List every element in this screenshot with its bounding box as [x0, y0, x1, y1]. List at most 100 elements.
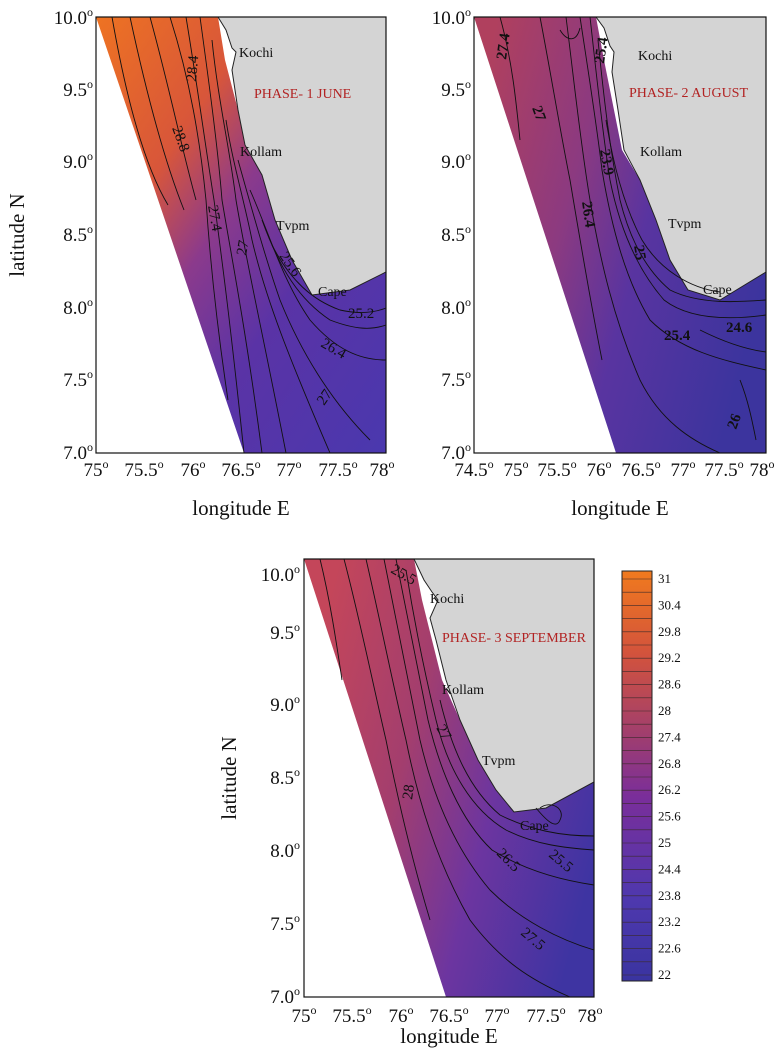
- colorbar-tick-label: 22.6: [658, 941, 681, 956]
- colorbar-tick-label: 25.6: [658, 809, 681, 824]
- y-tick: 9.0: [270, 695, 294, 716]
- y-tick: 10.0: [261, 565, 294, 586]
- svg-text:77.5o: 77.5o: [318, 457, 357, 481]
- svg-text:8.0o: 8.0o: [63, 295, 93, 319]
- place-kollam: Kollam: [640, 145, 682, 160]
- svg-text:7.5o: 7.5o: [63, 367, 93, 391]
- panel-june: Kochi Kollam Tvpm Cape PHASE- 1 JUNE 28.…: [5, 5, 395, 520]
- svg-text:7.5o: 7.5o: [441, 367, 471, 391]
- y-axis-title: latitude N: [5, 193, 29, 276]
- x-tick: 75: [84, 460, 103, 481]
- contour-label: 27.4: [204, 204, 224, 233]
- contour-label: 26.4: [578, 200, 598, 229]
- contour-lines: [499, 16, 767, 454]
- plot-frame: [303, 558, 595, 998]
- contour-label: 26: [725, 411, 745, 431]
- svg-text:75.5o: 75.5o: [537, 457, 576, 481]
- x-tick: 77: [671, 460, 690, 481]
- svg-text:8.0o: 8.0o: [270, 838, 300, 862]
- svg-text:75o: 75o: [292, 1003, 317, 1027]
- y-tick: 7.0: [270, 987, 294, 1008]
- svg-text:77.5o: 77.5o: [526, 1003, 565, 1027]
- x-tick: 75: [504, 460, 523, 481]
- x-tick: 77.5: [318, 460, 351, 481]
- y-tick: 9.0: [63, 152, 87, 173]
- svg-text:77.5o: 77.5o: [704, 457, 743, 481]
- colorbar-tick-label: 26.2: [658, 782, 681, 797]
- colorbar-tick-label: 27.4: [658, 729, 681, 744]
- y-tick: 7.5: [270, 914, 294, 935]
- x-tick: 78: [370, 460, 389, 481]
- svg-text:74.5o: 74.5o: [454, 457, 493, 481]
- x-tick: 77.5: [526, 1006, 559, 1027]
- colorbar: 31 30.4 29.8 29.2 28.6 28 27.4 26.8 26.2 25.6 25 24…: [621, 570, 681, 982]
- y-axis-title: latitude N: [217, 736, 241, 819]
- svg-text:76.5o: 76.5o: [221, 457, 260, 481]
- contour-label: 25.2: [348, 306, 374, 322]
- y-tick: 10.0: [54, 8, 87, 29]
- y-axis-ticks: 7.0o 7.5o 8.0o 8.5o 9.0o 9.5o 10.0o: [432, 5, 471, 464]
- svg-text:9.0o: 9.0o: [63, 149, 93, 173]
- y-tick: 8.0: [63, 298, 87, 319]
- svg-text:77o: 77o: [671, 457, 696, 481]
- y-tick: 8.5: [270, 768, 294, 789]
- svg-text:76o: 76o: [181, 457, 206, 481]
- svg-text:8.5o: 8.5o: [63, 222, 93, 246]
- svg-text:9.0o: 9.0o: [270, 692, 300, 716]
- contour-lines: [319, 558, 595, 998]
- x-axis-ticks: 75o 75.5o 76o 76.5o 77o 77.5o 78o: [292, 1003, 603, 1027]
- phase-label: PHASE- 1 JUNE: [254, 87, 351, 102]
- svg-text:76o: 76o: [587, 457, 612, 481]
- colorbar-tick-label: 25: [658, 835, 671, 850]
- y-tick: 10.0: [432, 8, 465, 29]
- panel-september: Kochi Kollam Tvpm Cape PHASE- 3 SEPTEMBE…: [217, 558, 603, 1048]
- x-tick: 76: [587, 460, 606, 481]
- colorbar-tick-label: 28.6: [658, 677, 681, 692]
- svg-text:78o: 78o: [750, 457, 775, 481]
- place-kochi: Kochi: [430, 592, 464, 607]
- x-axis-title: longitude E: [400, 1024, 497, 1048]
- svg-text:75o: 75o: [84, 457, 109, 481]
- svg-text:77o: 77o: [277, 457, 302, 481]
- sea-region: [96, 17, 386, 453]
- svg-text:10.0o: 10.0o: [261, 562, 300, 586]
- y-tick: 8.0: [441, 298, 465, 319]
- x-tick: 76: [389, 1006, 408, 1027]
- sea-region: [474, 17, 766, 453]
- x-tick: 76.5: [429, 1006, 462, 1027]
- svg-text:10.0o: 10.0o: [432, 5, 471, 29]
- x-axis-ticks: 74.5o 75o 75.5o 76o 76.5o 77o 77.5o 78o: [454, 457, 774, 481]
- contour-label: 27: [528, 104, 548, 124]
- x-tick: 75.5: [332, 1006, 365, 1027]
- colorbar-tick-label: 24.4: [658, 861, 681, 876]
- land-region: [217, 16, 387, 296]
- svg-text:8.0o: 8.0o: [441, 295, 471, 319]
- x-axis-title: longitude E: [192, 496, 289, 520]
- y-tick: 9.5: [270, 623, 294, 644]
- contour-label: 25.4: [592, 36, 612, 65]
- svg-text:9.5o: 9.5o: [441, 77, 471, 101]
- place-tvpm: Tvpm: [482, 754, 516, 769]
- contour-label: 24.6: [726, 320, 753, 336]
- svg-text:78o: 78o: [578, 1003, 603, 1027]
- colorbar-tick-label: 26.8: [658, 756, 681, 771]
- colorbar-tick-label: 29.8: [658, 624, 681, 639]
- x-axis-ticks: 75o 75.5o 76o 76.5o 77o 77.5o 78o: [84, 457, 395, 481]
- x-tick: 77: [485, 1006, 504, 1027]
- x-tick: 76.5: [221, 460, 254, 481]
- place-cape: Cape: [318, 285, 347, 300]
- place-kochi: Kochi: [638, 49, 672, 64]
- contour-label: 23.9: [596, 148, 616, 177]
- svg-text:76o: 76o: [389, 1003, 414, 1027]
- place-tvpm: Tvpm: [276, 219, 310, 234]
- svg-text:9.0o: 9.0o: [441, 149, 471, 173]
- svg-text:8.5o: 8.5o: [441, 222, 471, 246]
- contour-label: 25.4: [664, 328, 691, 344]
- place-kochi: Kochi: [239, 46, 273, 61]
- svg-text:76.5o: 76.5o: [429, 1003, 468, 1027]
- contour-label: 28.4: [184, 54, 202, 82]
- y-axis-ticks: 7.0o 7.5o 8.0o 8.5o 9.0o 9.5o 10.0o: [54, 5, 93, 464]
- y-tick: 9.0: [441, 152, 465, 173]
- phase-label: PHASE- 3 SEPTEMBER: [442, 631, 587, 646]
